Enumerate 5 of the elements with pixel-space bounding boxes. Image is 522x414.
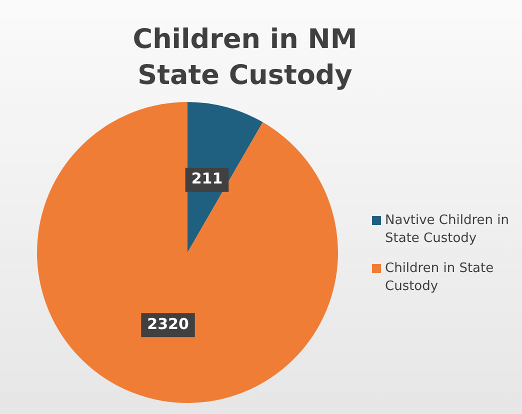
- data-label: 2320: [147, 315, 189, 334]
- legend-label: Navtive Children in State Custody: [385, 212, 510, 248]
- data-label: 211: [191, 170, 223, 188]
- chart-title: Children in NM State Custody: [132, 23, 358, 93]
- legend-label: Children in State Custody: [385, 260, 495, 296]
